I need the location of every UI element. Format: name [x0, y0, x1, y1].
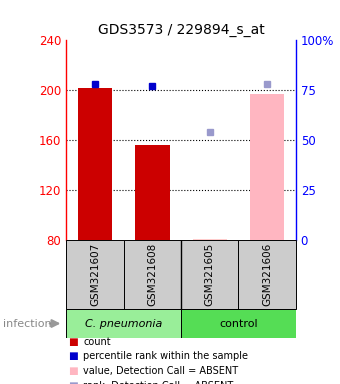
Title: GDS3573 / 229894_s_at: GDS3573 / 229894_s_at [98, 23, 265, 36]
Text: C. pneumonia: C. pneumonia [85, 318, 163, 329]
Bar [238, 240, 296, 309]
Text: percentile rank within the sample: percentile rank within the sample [83, 351, 248, 361]
Text: GSM321605: GSM321605 [205, 243, 215, 306]
Text: GSM321608: GSM321608 [147, 243, 157, 306]
Text: ■: ■ [68, 366, 78, 376]
Bar [78, 88, 112, 240]
Bar [181, 309, 296, 338]
Text: value, Detection Call = ABSENT: value, Detection Call = ABSENT [83, 366, 238, 376]
Text: infection: infection [3, 318, 52, 329]
Text: ■: ■ [68, 337, 78, 347]
Text: count: count [83, 337, 111, 347]
Text: GSM321606: GSM321606 [262, 243, 272, 306]
Bar [135, 145, 170, 240]
Text: rank, Detection Call = ABSENT: rank, Detection Call = ABSENT [83, 381, 234, 384]
Text: ■: ■ [68, 381, 78, 384]
Bar [66, 309, 181, 338]
Text: GSM321607: GSM321607 [90, 243, 100, 306]
Bar [192, 239, 227, 240]
Text: ■: ■ [68, 351, 78, 361]
Text: control: control [219, 318, 258, 329]
Bar [181, 240, 238, 309]
Bar [66, 240, 124, 309]
Bar [250, 94, 284, 240]
Bar [124, 240, 181, 309]
